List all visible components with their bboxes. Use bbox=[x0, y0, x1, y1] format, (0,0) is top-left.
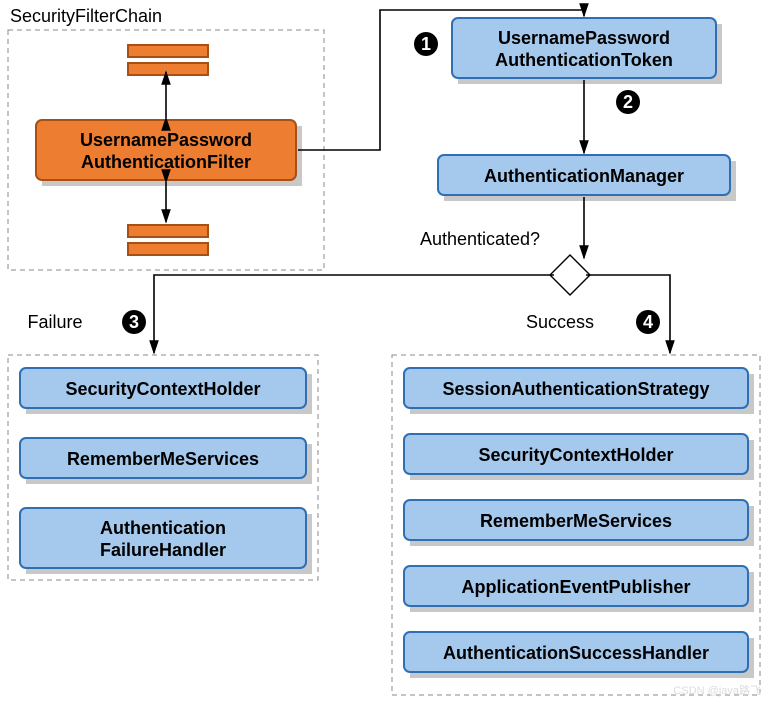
svg-text:UsernamePassword: UsernamePassword bbox=[80, 130, 252, 150]
filter-bar bbox=[128, 225, 208, 237]
arrow-to-success bbox=[586, 275, 670, 353]
svg-text:Authentication: Authentication bbox=[100, 518, 226, 538]
step-1-badge: 1 bbox=[414, 32, 438, 56]
svg-text:SessionAuthenticationStrategy: SessionAuthenticationStrategy bbox=[442, 379, 709, 399]
filter-bar bbox=[128, 63, 208, 75]
svg-text:RememberMeServices: RememberMeServices bbox=[67, 449, 259, 469]
username-password-filter-box: UsernamePasswordAuthenticationFilter bbox=[36, 120, 302, 186]
failure-box-1: RememberMeServices bbox=[20, 438, 312, 484]
decision-label: Authenticated? bbox=[420, 229, 540, 249]
svg-text:RememberMeServices: RememberMeServices bbox=[480, 511, 672, 531]
success-box-4: AuthenticationSuccessHandler bbox=[404, 632, 754, 678]
svg-text:SecurityContextHolder: SecurityContextHolder bbox=[478, 445, 673, 465]
success-label: Success bbox=[526, 312, 594, 332]
filterchain-title: SecurityFilterChain bbox=[10, 6, 162, 26]
success-box-3: ApplicationEventPublisher bbox=[404, 566, 754, 612]
failure-box-0: SecurityContextHolder bbox=[20, 368, 312, 414]
auth-manager-box: AuthenticationManager bbox=[438, 155, 736, 201]
success-box-0: SessionAuthenticationStrategy bbox=[404, 368, 754, 414]
svg-text:AuthenticationToken: AuthenticationToken bbox=[495, 50, 673, 70]
filter-bar bbox=[128, 243, 208, 255]
success-box-1: SecurityContextHolder bbox=[404, 434, 754, 480]
decision-diamond bbox=[550, 255, 590, 295]
svg-text:2: 2 bbox=[623, 92, 633, 112]
svg-text:SecurityContextHolder: SecurityContextHolder bbox=[65, 379, 260, 399]
svg-text:FailureHandler: FailureHandler bbox=[100, 540, 226, 560]
step-3-badge: 3 bbox=[122, 310, 146, 334]
svg-text:AuthenticationFilter: AuthenticationFilter bbox=[81, 152, 251, 172]
step-2-badge: 2 bbox=[616, 90, 640, 114]
arrow-to-failure bbox=[154, 275, 554, 353]
success-box-2: RememberMeServices bbox=[404, 500, 754, 546]
svg-text:3: 3 bbox=[129, 312, 139, 332]
diagram-canvas: SecurityFilterChainUsernamePasswordAuthe… bbox=[0, 0, 771, 702]
svg-text:UsernamePassword: UsernamePassword bbox=[498, 28, 670, 48]
svg-text:AuthenticationSuccessHandler: AuthenticationSuccessHandler bbox=[443, 643, 709, 663]
svg-text:AuthenticationManager: AuthenticationManager bbox=[484, 166, 684, 186]
svg-text:ApplicationEventPublisher: ApplicationEventPublisher bbox=[461, 577, 690, 597]
filter-bar bbox=[128, 45, 208, 57]
failure-box-2: AuthenticationFailureHandler bbox=[20, 508, 312, 574]
token-box: UsernamePasswordAuthenticationToken bbox=[452, 18, 722, 84]
svg-text:4: 4 bbox=[643, 312, 653, 332]
watermark: CSDN @java路飞 bbox=[673, 684, 761, 697]
step-4-badge: 4 bbox=[636, 310, 660, 334]
failure-label: Failure bbox=[27, 312, 82, 332]
svg-text:1: 1 bbox=[421, 34, 431, 54]
